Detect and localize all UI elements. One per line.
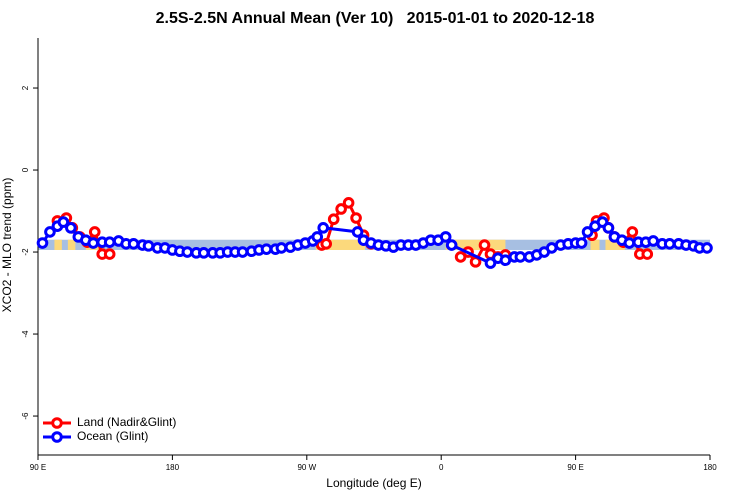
series-point [602, 222, 615, 234]
legend-marker [51, 431, 63, 443]
series-point [65, 222, 77, 234]
x-tick-label: 90 W [297, 463, 316, 472]
series-point [439, 231, 452, 243]
series-point [335, 203, 347, 215]
series-point [701, 242, 713, 254]
series-point [545, 242, 558, 254]
series-point [44, 226, 56, 238]
series-point [342, 197, 355, 209]
series-point [454, 251, 467, 263]
x-tick-label: 180 [703, 463, 717, 472]
series-point [581, 226, 594, 238]
x-tick-label: 90 E [567, 463, 583, 472]
series-point [320, 238, 333, 250]
series-point [478, 239, 491, 251]
series-point [484, 257, 497, 269]
land-band [67, 239, 76, 250]
x-tick-label: 180 [166, 463, 180, 472]
y-tick-label: -4 [21, 330, 30, 338]
series-point [181, 246, 194, 258]
y-tick-label: 0 [21, 167, 30, 172]
series-point [311, 231, 324, 243]
series-point [575, 237, 588, 249]
y-tick-label: -6 [21, 412, 30, 420]
series-point [514, 251, 527, 263]
land-band [590, 239, 600, 250]
series-point [88, 226, 101, 238]
series-point [663, 238, 676, 250]
series-point [626, 226, 639, 238]
series-point [445, 239, 458, 251]
series-point [57, 216, 70, 228]
series-point [499, 254, 512, 267]
series-point [236, 246, 249, 258]
series-point [327, 213, 340, 226]
series-point [103, 248, 116, 260]
y-tick-label: -2 [21, 248, 30, 256]
y-axis-label: XCO2 - MLO trend (ppm) [0, 178, 14, 313]
series-point [641, 248, 654, 260]
legend-marker [51, 417, 63, 429]
series-point [623, 237, 636, 249]
series-point [197, 247, 210, 259]
series-point [350, 212, 362, 224]
land-band [445, 239, 506, 250]
legend-label: Land (Nadir&Glint) [77, 415, 176, 429]
land-band [54, 239, 62, 250]
series-point [36, 237, 49, 249]
series-point [142, 240, 155, 252]
legend-label: Ocean (Glint) [77, 429, 148, 443]
series-point [351, 226, 364, 238]
series-point [87, 237, 100, 249]
land-band [315, 239, 366, 250]
series-point [260, 243, 273, 255]
y-tick-label: 2 [21, 85, 30, 90]
series-point [317, 222, 330, 234]
series-point [647, 235, 660, 247]
x-axis-label: Longitude (deg E) [326, 476, 421, 490]
x-tick-label: 90 E [30, 463, 46, 472]
series-point [275, 242, 288, 254]
series-point [127, 238, 140, 250]
land-band [605, 239, 625, 250]
chart-title: 2.5S-2.5N Annual Mean (Ver 10) 2015-01-0… [156, 10, 595, 27]
series-point [103, 236, 116, 248]
x-tick-label: 0 [439, 463, 444, 472]
